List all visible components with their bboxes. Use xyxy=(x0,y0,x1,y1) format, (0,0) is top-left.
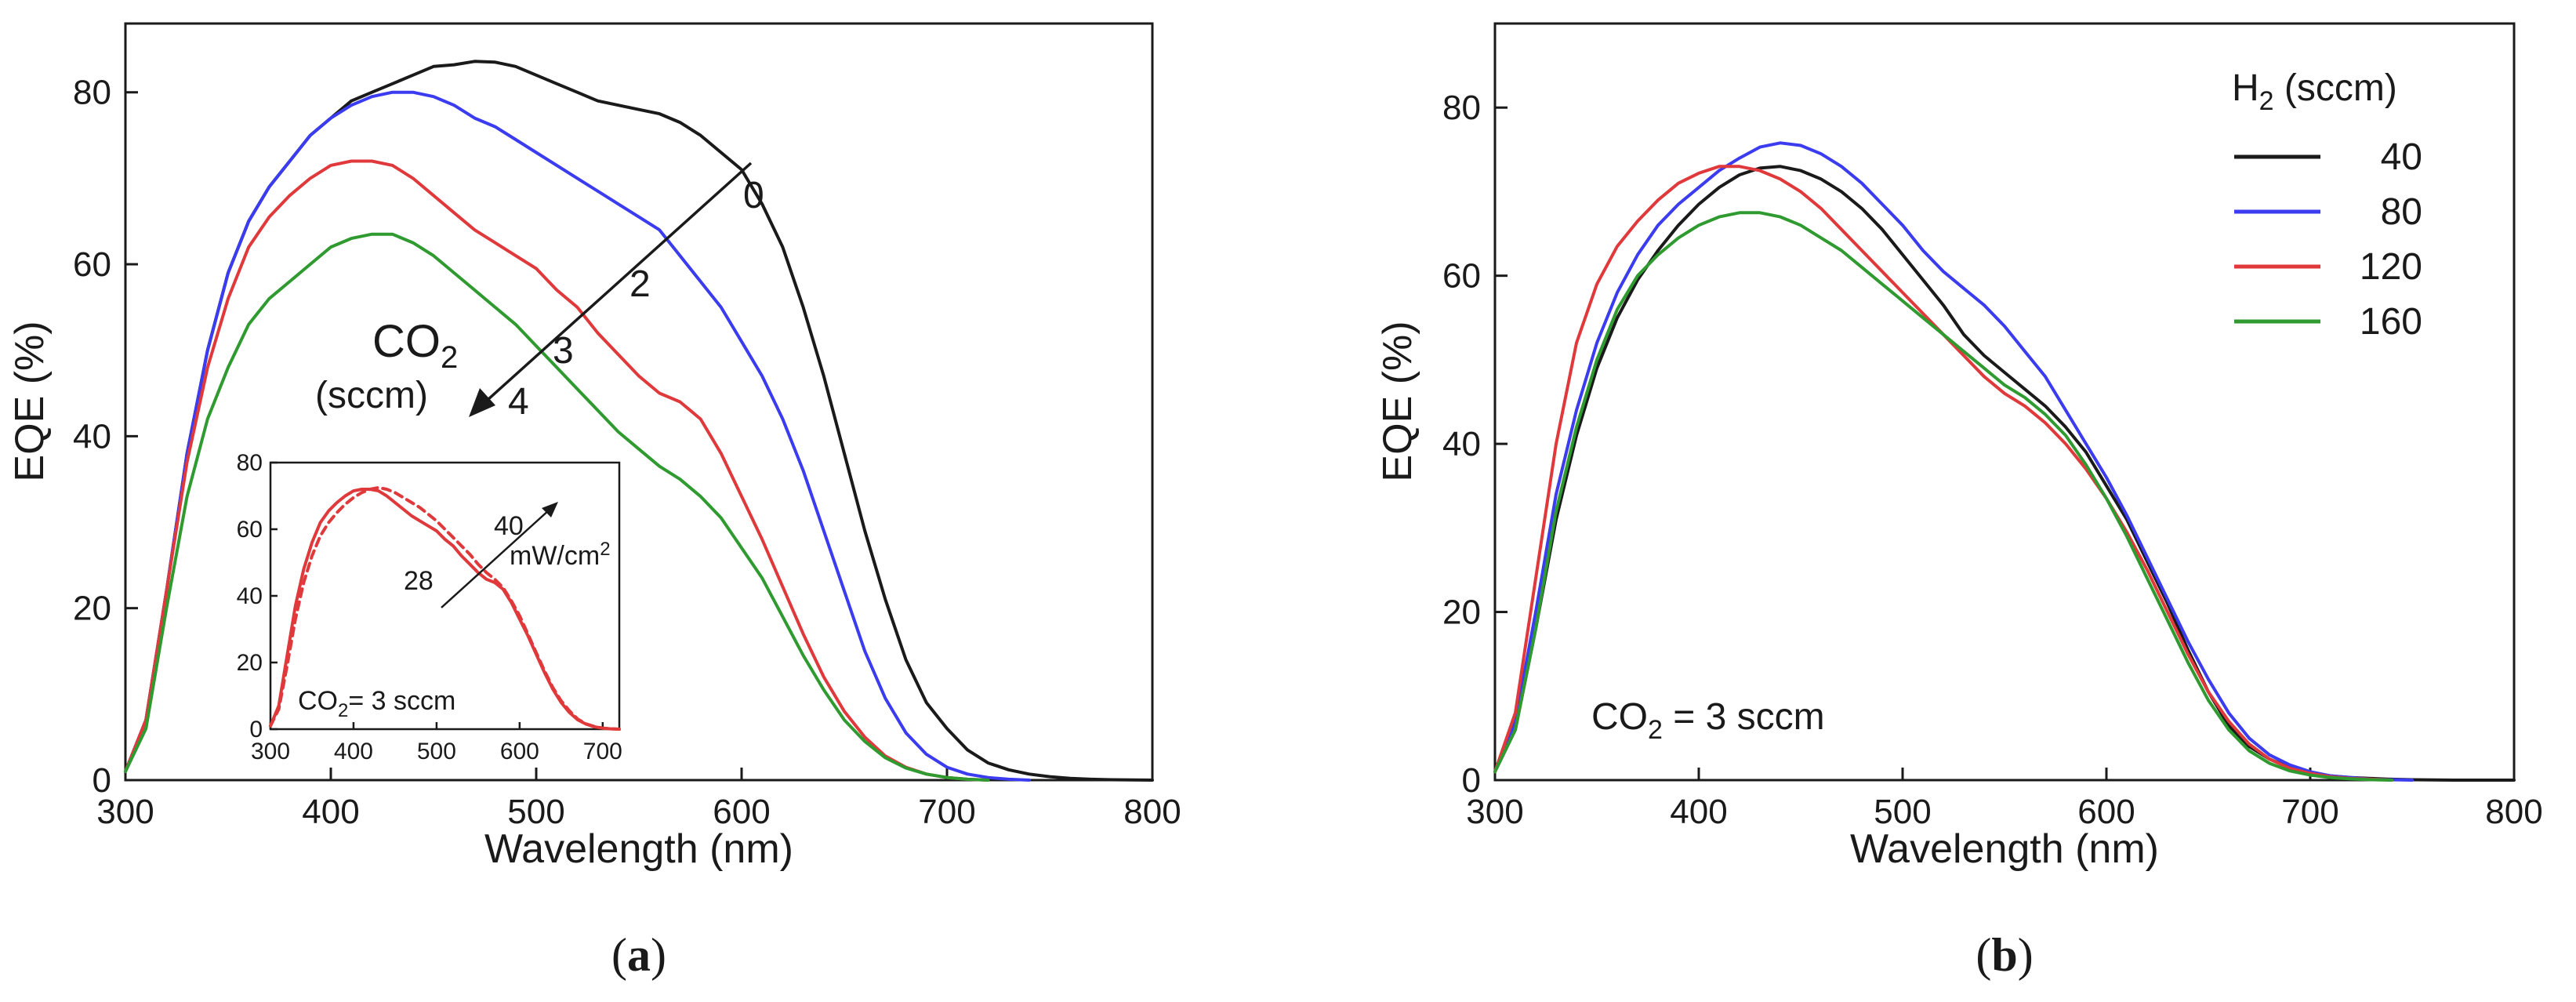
co2-arrow-head xyxy=(469,388,495,417)
y-tick-label: 20 xyxy=(1442,594,1481,632)
inset-power-arrow-head xyxy=(542,502,558,517)
y-tick-label: 0 xyxy=(93,761,111,800)
inset-plot-frame xyxy=(269,461,621,731)
chart-a-series-2 xyxy=(124,90,1031,782)
y-tick-label: 40 xyxy=(73,417,111,456)
chart-a-series-3 xyxy=(124,159,990,782)
y-tick-label: 80 xyxy=(237,450,263,476)
chart-b-plot-frame xyxy=(1493,22,2516,782)
co2-gas-label: CO2 xyxy=(372,316,458,375)
chart-b-ylabel: EQE (%) xyxy=(1375,321,1420,481)
y-tick-label: 60 xyxy=(1442,257,1481,296)
inset-condition-label: CO2= 3 sccm xyxy=(298,686,455,721)
y-tick-label: 80 xyxy=(1442,89,1481,127)
caption-a: (a) xyxy=(611,929,666,981)
x-tick-label: 400 xyxy=(302,793,359,831)
chart-b-ticks: 300 400 500 600 700 800 0 20 40 60 80 xyxy=(1442,89,2543,831)
chart-b-legend: H2 (sccm) 40 80 120 160 xyxy=(2232,67,2422,343)
y-tick-label: 20 xyxy=(73,590,111,628)
co2-arrow-line xyxy=(486,162,753,401)
legend-label-80: 80 xyxy=(2381,191,2422,233)
x-tick-label: 700 xyxy=(583,739,622,764)
x-tick-label: 300 xyxy=(251,739,290,764)
chart-a-series-4 xyxy=(124,232,990,782)
chart-b-series-160 xyxy=(1493,211,2393,782)
x-tick-label: 500 xyxy=(1874,793,1931,831)
y-tick-label: 0 xyxy=(1462,761,1481,800)
x-tick-label: 700 xyxy=(2281,793,2338,831)
inset-series-40 xyxy=(269,485,621,731)
co2-arrow-label-0: 0 xyxy=(743,175,764,216)
x-tick-label: 300 xyxy=(96,793,154,831)
x-tick-label: 600 xyxy=(2077,793,2135,831)
y-tick-label: 20 xyxy=(237,650,263,676)
legend-label-40: 40 xyxy=(2381,136,2422,178)
x-tick-label: 400 xyxy=(334,739,373,764)
chart-b-series-80 xyxy=(1493,141,2414,782)
inset-ticks: 300 400 500 600 700 0 20 40 60 80 xyxy=(237,450,622,764)
legend-items: 40 80 120 160 xyxy=(2234,136,2422,343)
caption-b: (b) xyxy=(1976,929,2033,981)
chart-a-co2-arrow-annotation: 0 2 3 4 CO2 (sccm) xyxy=(315,162,764,423)
x-tick-label: 500 xyxy=(417,739,456,764)
chart-a-inset: 300 400 500 600 700 0 20 40 60 80 28 40 mW/cm2 CO… xyxy=(237,450,622,764)
chart-a-ylabel: EQE (%) xyxy=(7,321,53,481)
chart-b-series xyxy=(1493,141,2516,782)
y-tick-label: 60 xyxy=(73,245,111,284)
chart-a-xlabel: Wavelength (nm) xyxy=(484,826,793,872)
x-tick-label: 500 xyxy=(507,793,564,831)
x-tick-label: 800 xyxy=(1123,793,1181,831)
co2-unit-label: (sccm) xyxy=(315,375,428,416)
chart-a-series xyxy=(124,60,1154,782)
inset-power-arrow-line xyxy=(441,509,550,608)
chart-b-xlabel: Wavelength (nm) xyxy=(1850,826,2159,872)
y-tick-label: 0 xyxy=(249,717,263,742)
chart-b-series-120 xyxy=(1493,165,2393,782)
legend-label-160: 160 xyxy=(2360,301,2422,343)
chart-a-plot-frame xyxy=(124,22,1154,782)
chart-b-condition-label: CO2 = 3 sccm xyxy=(1591,696,1825,745)
co2-arrow-label-3: 3 xyxy=(553,330,574,372)
chart-b: 300 400 500 600 700 800 0 20 40 60 80 Wavelength (… xyxy=(1375,22,2543,981)
x-tick-label: 800 xyxy=(2485,793,2542,831)
x-tick-label: 300 xyxy=(1466,793,1523,831)
inset-power-unit: mW/cm2 xyxy=(510,539,611,571)
legend-title: H2 (sccm) xyxy=(2232,67,2397,116)
co2-arrow-label-2: 2 xyxy=(629,263,651,305)
legend-label-120: 120 xyxy=(2360,246,2422,288)
inset-series xyxy=(269,485,621,731)
inset-power-label-40: 40 xyxy=(494,511,524,541)
y-tick-label: 60 xyxy=(237,517,263,543)
x-tick-label: 600 xyxy=(713,793,770,831)
x-tick-label: 400 xyxy=(1670,793,1727,831)
y-tick-label: 80 xyxy=(73,74,111,112)
co2-arrow-label-4: 4 xyxy=(508,381,529,423)
y-tick-label: 40 xyxy=(1442,425,1481,463)
x-tick-label: 700 xyxy=(918,793,975,831)
y-tick-label: 40 xyxy=(237,583,263,609)
x-tick-label: 600 xyxy=(500,739,539,764)
inset-power-label-28: 28 xyxy=(404,566,434,596)
